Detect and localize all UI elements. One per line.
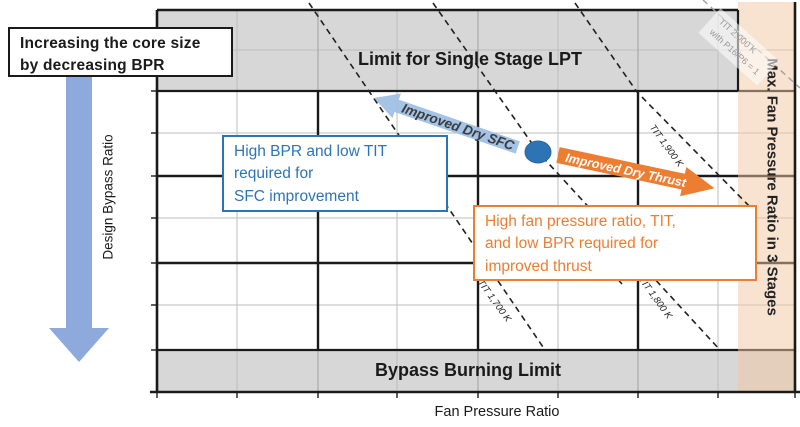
thrust-callout-line3: improved thrust <box>485 257 592 275</box>
sfc-callout-line3: SFC improvement <box>234 187 359 205</box>
core-size-callout-line2: by decreasing BPR <box>20 56 165 74</box>
down-arrow <box>49 76 109 362</box>
thrust-callout-line1: High fan pressure ratio, TIT, <box>485 213 676 230</box>
right-band-label: Max. Fan Pressure Ratio in 3 Stages <box>763 58 781 316</box>
thrust-callout: High fan pressure ratio, TIT, and low BP… <box>473 205 757 281</box>
thrust-callout-line2: and low BPR required for <box>485 235 659 253</box>
sfc-callout-line1: High BPR and low TIT <box>234 143 388 160</box>
x-axis-label: Fan Pressure Ratio <box>434 404 560 420</box>
bottom-limit-band <box>157 350 795 392</box>
top-band-label: Limit for Single Stage LPT <box>357 49 582 69</box>
design-point-dot <box>524 140 552 164</box>
tit-1900-line <box>574 2 756 213</box>
sfc-callout-line2: required for <box>234 165 314 183</box>
bottom-band-label: Bypass Burning Limit <box>374 360 562 380</box>
core-size-callout-line1: Increasing the core size <box>20 35 201 52</box>
y-axis-label: Design Bypass Ratio <box>100 134 116 260</box>
sfc-callout: High BPR and low TIT required for SFC im… <box>222 135 448 212</box>
core-size-callout: Increasing the core size by decreasing B… <box>8 27 233 77</box>
tit-1700-line <box>308 2 546 351</box>
